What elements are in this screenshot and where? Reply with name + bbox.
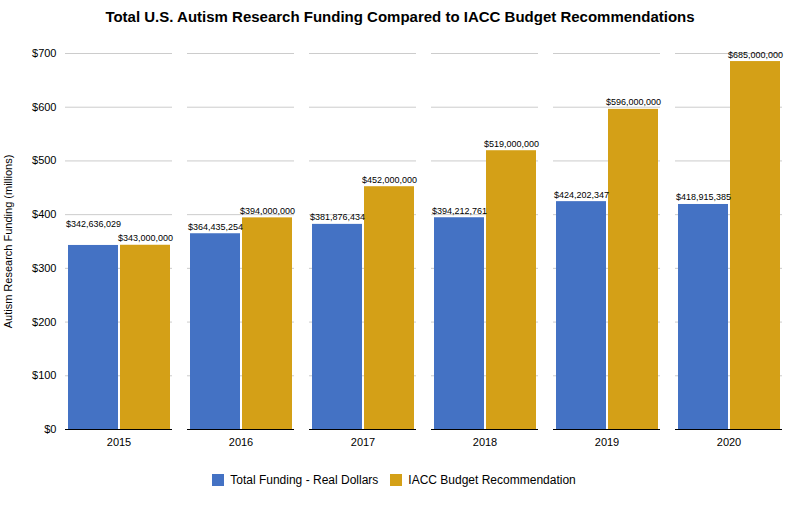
- svg-text:$342,636,029: $342,636,029: [66, 219, 121, 229]
- svg-text:$300: $300: [32, 262, 56, 274]
- svg-text:2015: 2015: [107, 436, 131, 448]
- svg-text:$500: $500: [32, 154, 56, 166]
- svg-text:Autism Research Funding (milli: Autism Research Funding (millions): [2, 155, 14, 329]
- svg-text:$394,000,000: $394,000,000: [240, 206, 295, 216]
- svg-text:2017: 2017: [351, 436, 375, 448]
- svg-text:2020: 2020: [717, 436, 741, 448]
- svg-text:$519,000,000: $519,000,000: [484, 139, 539, 149]
- svg-text:$394,212,761: $394,212,761: [432, 206, 487, 216]
- html-text:Total U.S. Autism Research Fun: Total U.S. Autism Research Funding Compa…: [105, 8, 695, 25]
- svg-text:$0: $0: [44, 423, 56, 435]
- svg-text:$381,876,434: $381,876,434: [310, 212, 365, 222]
- html-text:IACC Budget Recommendation: IACC Budget Recommendation: [408, 472, 576, 487]
- svg-text:$364,435,254: $364,435,254: [188, 222, 243, 232]
- svg-text:$700: $700: [32, 47, 56, 59]
- svg-text:$400: $400: [32, 208, 56, 220]
- svg-text:$685,000,000: $685,000,000: [728, 50, 783, 60]
- svg-text:$600: $600: [32, 101, 56, 113]
- svg-text:$200: $200: [32, 316, 56, 328]
- svg-text:$343,000,000: $343,000,000: [118, 233, 173, 243]
- svg-text:2019: 2019: [595, 436, 619, 448]
- html-text:Total Funding - Real Dollars: Total Funding - Real Dollars: [230, 472, 379, 487]
- svg-text:2018: 2018: [473, 436, 497, 448]
- svg-text:$424,202,347: $424,202,347: [554, 190, 609, 200]
- svg-text:$452,000,000: $452,000,000: [362, 175, 417, 185]
- svg-text:$100: $100: [32, 369, 56, 381]
- svg-text:$596,000,000: $596,000,000: [606, 97, 661, 107]
- svg-text:2016: 2016: [229, 436, 253, 448]
- svg-text:$418,915,385: $418,915,385: [676, 192, 731, 202]
